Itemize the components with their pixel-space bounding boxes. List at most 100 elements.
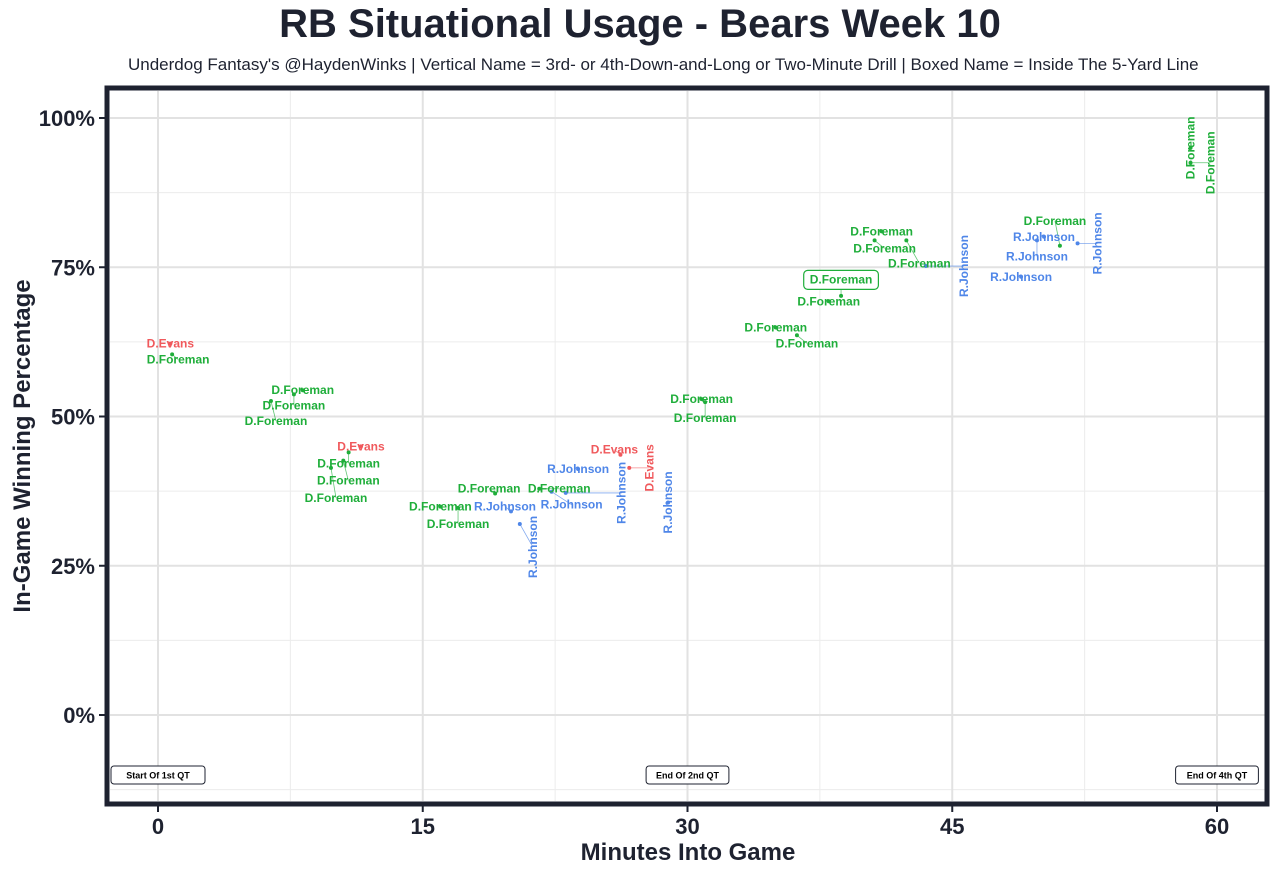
data-point: D.Foreman [147,352,210,366]
point-marker [517,521,522,526]
point-label: D.Evans [147,337,195,351]
point-label: D.Foreman [147,352,210,366]
point-label: D.Foreman [271,383,334,397]
data-point: D.Foreman [776,336,839,350]
y-tick-label: 75% [51,255,95,280]
point-marker [1034,238,1039,243]
point-label: D.Foreman [776,336,839,350]
annotation-label: Start Of 1st QT [126,771,190,781]
annotation-label: End Of 2nd QT [656,771,719,781]
point-marker [300,388,305,393]
point-label: D.Foreman [458,482,521,496]
point-label: D.Foreman [744,321,807,335]
data-point: D.Evans [591,443,639,457]
plot-panel-border [104,85,1270,807]
data-point: R.Johnson [526,516,540,578]
data-point: D.Foreman [670,392,733,406]
label-leader-line [519,523,534,548]
point-label: D.Foreman [888,256,951,270]
quarter-annotation: End Of 4th QT [1175,765,1259,785]
point-marker [509,509,513,514]
point-marker [703,400,708,405]
point-marker [1019,274,1024,279]
point-label: D.Foreman [317,474,380,488]
label-leader-lines [171,162,1211,548]
point-label: R.Johnson [1013,230,1075,244]
point-marker [839,293,844,298]
x-tick-label: 15 [411,814,435,839]
point-marker [438,504,443,509]
data-point: R.Johnson [1091,212,1105,274]
y-tick-label: 25% [51,554,95,579]
x-tick-label: 0 [152,814,164,839]
point-marker [346,450,351,455]
point-marker [826,299,831,304]
point-marker [627,465,632,470]
point-label: D.Evans [591,443,639,457]
point-marker [291,392,296,397]
data-point: R.Johnson [661,471,675,533]
point-label: R.Johnson [474,499,536,513]
data-point: D.Evans [337,439,385,453]
point-label: R.Johnson [547,462,609,476]
label-leader-line [330,467,337,498]
point-marker [872,238,877,243]
data-labels: D.EvansD.ForemanD.ForemanD.ForemanD.Fore… [147,117,1218,578]
point-marker [328,465,333,470]
grid [110,91,1265,801]
point-label: D.Foreman [1024,214,1087,228]
vertical-point-label: R.Johnson [957,235,971,297]
data-point: D.Foreman [317,474,380,488]
x-tick-label: 45 [940,814,964,839]
point-label: D.Foreman [674,411,737,425]
label-leader-line [342,460,349,481]
point-marker [358,444,363,449]
label-leader-line [796,334,808,344]
quarter-annotation: Start Of 1st QT [110,765,206,785]
point-label: D.Foreman [305,491,368,505]
point-marker [699,397,704,402]
data-point: D.Foreman [458,482,521,496]
point-marker [549,489,554,494]
point-marker [1188,160,1193,165]
vertical-point-label: D.Evans [642,444,656,492]
data-point: D.Foreman [803,269,879,291]
point-marker [537,486,542,491]
axis-ticks: 0 15 30 45 60 0% 25% 50% 75% 100% [39,106,1230,839]
vertical-point-label: D.Foreman [1184,117,1198,180]
data-point: D.Foreman [888,256,951,270]
boxed-label-border [803,269,879,291]
point-markers [168,145,1193,526]
data-point: D.Foreman [797,294,860,308]
point-label: D.Foreman [850,224,913,238]
point-label: D.Foreman [263,398,326,412]
data-point: D.Foreman [409,500,472,514]
point-label: R.Johnson [1006,249,1068,263]
data-point: R.Johnson [547,462,609,476]
annotation-box [110,765,206,785]
data-point: R.Johnson [1006,249,1068,263]
data-point: R.Johnson [474,499,536,513]
point-label: R.Johnson [990,270,1052,284]
vertical-point-label: R.Johnson [526,516,540,578]
point-label: D.Foreman [797,294,860,308]
data-point: R.Johnson [541,498,603,512]
point-marker [268,398,273,403]
annotation-label: End Of 4th QT [1187,771,1248,781]
annotation-box [1175,765,1259,785]
data-point: D.Foreman [674,411,737,425]
data-point: D.Evans [147,337,195,351]
data-point: R.Johnson [990,270,1052,284]
vertical-point-label: R.Johnson [615,462,629,524]
point-marker [168,341,173,346]
y-tick-label: 100% [39,106,95,131]
point-marker [1075,241,1080,246]
point-marker [170,352,175,357]
x-tick-label: 30 [675,814,699,839]
point-label: D.Evans [337,439,385,453]
data-point: D.Foreman [317,456,380,470]
label-leader-line [906,240,920,264]
point-label: D.Foreman [317,456,380,470]
point-label: D.Foreman [427,517,490,531]
